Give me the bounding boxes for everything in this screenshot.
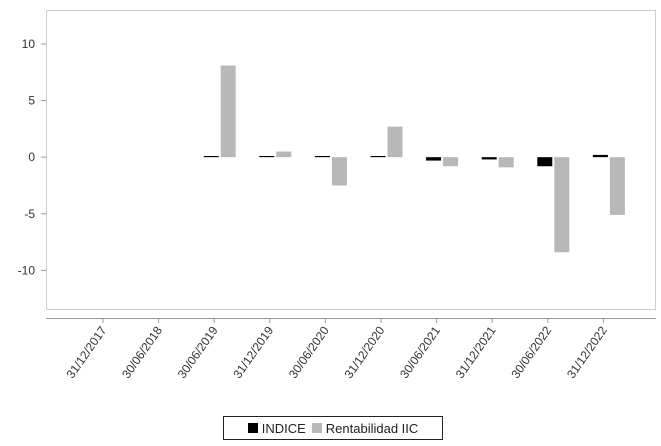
y-axis: 10 5 0 -5 -10 <box>18 37 46 277</box>
bar-indice <box>203 155 219 158</box>
bar-rentabilidad <box>609 157 625 215</box>
bars <box>203 65 625 253</box>
bar-indice <box>259 155 275 158</box>
legend-item-indice: INDICE <box>247 420 306 436</box>
y-tick-label: 5 <box>28 94 35 108</box>
bar-chart: 10 5 0 -5 -10 31/12/2017 30/06/2018 30/06/2019… <box>18 10 656 381</box>
bar-indice <box>592 154 608 158</box>
x-tick-label: 30/06/2019 <box>175 323 221 380</box>
bar-rentabilidad <box>498 157 514 168</box>
legend-item-rentabilidad: Rentabilidad IIC <box>311 420 419 436</box>
bar-indice <box>426 157 442 161</box>
x-tick-label: 31/12/2017 <box>64 323 110 380</box>
bar-indice <box>537 157 553 167</box>
x-tick-label: 31/12/2022 <box>564 323 610 380</box>
bar-rentabilidad <box>387 126 403 158</box>
legend-swatch-rentabilidad <box>311 423 322 433</box>
bar-indice <box>481 157 497 160</box>
plot-frame <box>46 10 656 310</box>
legend-label-indice: INDICE <box>261 420 306 436</box>
bar-indice <box>314 155 330 158</box>
x-tick-label: 31/12/2019 <box>230 323 276 380</box>
bar-rentabilidad <box>276 151 292 158</box>
y-tick-label: -10 <box>18 263 36 277</box>
bar-rentabilidad <box>554 157 570 253</box>
y-tick-label: 10 <box>22 37 36 51</box>
y-tick-label: -5 <box>24 207 35 221</box>
bar-indice <box>370 155 386 158</box>
x-tick-label: 30/06/2018 <box>119 323 165 380</box>
x-tick-label: 31/12/2020 <box>342 323 388 380</box>
x-axis: 31/12/2017 30/06/2018 30/06/2019 31/12/2019… <box>46 318 656 381</box>
x-tick-label: 30/06/2021 <box>397 323 443 380</box>
legend-label-rentabilidad: Rentabilidad IIC <box>325 420 419 436</box>
bar-rentabilidad <box>331 157 347 186</box>
x-tick-label: 31/12/2021 <box>453 323 499 380</box>
x-tick-label: 30/06/2020 <box>286 323 332 380</box>
x-tick-label: 30/06/2022 <box>508 323 554 380</box>
bar-rentabilidad <box>443 157 459 167</box>
y-tick-label: 0 <box>28 150 35 164</box>
legend-swatch-indice <box>247 423 258 433</box>
bar-rentabilidad <box>220 65 236 158</box>
legend: INDICE Rentabilidad IIC <box>223 416 443 440</box>
